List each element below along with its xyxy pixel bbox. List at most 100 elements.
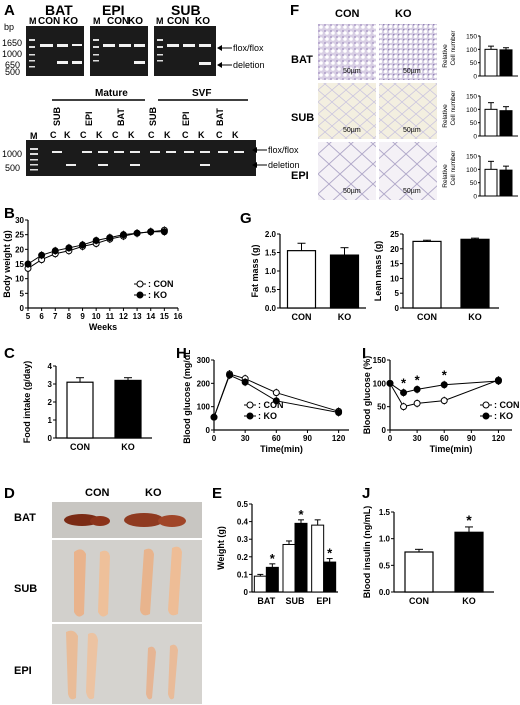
significance-star: * bbox=[401, 376, 407, 391]
panel-label-c: C bbox=[4, 345, 15, 362]
data-point bbox=[210, 413, 218, 421]
bar bbox=[282, 543, 296, 593]
chart-cell-number: 0 50 100 150 RelativeCell number bbox=[442, 90, 518, 141]
gel-lane-letter: K bbox=[64, 130, 71, 140]
bar bbox=[311, 524, 325, 593]
gel-lane-con: CON bbox=[38, 16, 61, 27]
gel-tissue-label: BAT bbox=[116, 108, 126, 126]
gel-tissue-label: BAT bbox=[215, 108, 225, 126]
x-tick-label: 6 bbox=[39, 312, 44, 321]
gel-lane-letter: K bbox=[128, 130, 135, 140]
y-axis-label: Blood glucose (mg/dL) bbox=[182, 350, 192, 444]
x-tick-label: KO bbox=[338, 312, 352, 322]
y-tick-label: 5 bbox=[395, 289, 400, 298]
gel-lane-con: CON bbox=[167, 16, 190, 27]
y-tick-label: 5 bbox=[20, 289, 25, 298]
scale-bar-label: 50µm bbox=[403, 188, 421, 195]
y-axis-label: Weight (g) bbox=[216, 526, 226, 570]
photo-row-bat: BAT bbox=[14, 512, 36, 524]
data-point bbox=[147, 228, 155, 236]
x-tick-label: CON bbox=[409, 596, 429, 606]
y-tick-label: 25 bbox=[15, 231, 24, 240]
legend-label: : CON bbox=[494, 400, 520, 410]
data-point bbox=[413, 399, 421, 407]
series-line bbox=[27, 229, 165, 269]
gel-lane-letter: C bbox=[216, 130, 223, 140]
panel-label-j: J bbox=[362, 485, 371, 502]
gel-lane-ko: KO bbox=[195, 16, 210, 27]
x-tick-label: EPI bbox=[316, 596, 331, 606]
y-tick-label: 50 bbox=[377, 403, 386, 412]
x-tick-label: CON bbox=[70, 442, 90, 452]
x-axis-label: Weeks bbox=[89, 322, 117, 332]
bar bbox=[460, 238, 490, 309]
band-label-deletion: deletion bbox=[233, 60, 265, 70]
bar bbox=[454, 531, 484, 593]
y-tick-label: 0.5 bbox=[379, 561, 391, 570]
x-tick-label: 12 bbox=[119, 312, 128, 321]
panel-label-h: H bbox=[176, 345, 187, 362]
x-tick-label: 30 bbox=[241, 434, 250, 443]
legend-label: : CON bbox=[148, 279, 174, 289]
y-tick-label: 150 bbox=[466, 94, 477, 101]
x-axis-label: Time(min) bbox=[260, 444, 303, 454]
y-tick-label: 150 bbox=[373, 356, 387, 365]
gel-group-lines bbox=[52, 99, 248, 101]
gel-lane-letter: C bbox=[148, 130, 155, 140]
significance-star: * bbox=[466, 512, 472, 528]
data-point bbox=[440, 381, 448, 389]
data-point bbox=[65, 244, 73, 252]
gel-tissue-label: EPI bbox=[84, 111, 94, 126]
x-tick-label: 14 bbox=[146, 312, 155, 321]
chart-cell-number: 0 50 100 150 RelativeCell number bbox=[442, 150, 518, 201]
chart-itt: 0 50 100 150 0 30 60 90 120 Time(min) Blood glucos… bbox=[362, 356, 520, 454]
y-tick-label: 0 bbox=[206, 426, 211, 435]
gel-tissue-bat: BAT bbox=[45, 2, 73, 18]
data-point bbox=[119, 231, 127, 239]
data-point bbox=[160, 228, 168, 236]
chart-cell-number: 0 50 100 150 RelativeCell number bbox=[442, 30, 518, 81]
bar bbox=[484, 108, 498, 137]
y-axis-label: Body weight (g) bbox=[2, 230, 12, 298]
data-point bbox=[133, 229, 141, 237]
data-point bbox=[386, 379, 394, 387]
y-tick-label: 0 bbox=[473, 134, 477, 141]
gel-tissue-label: EPI bbox=[181, 111, 191, 126]
panel-label-a: A bbox=[4, 2, 15, 19]
y-tick-label: 15 bbox=[390, 260, 399, 269]
y-tick-label: 0.3 bbox=[237, 535, 249, 544]
data-point bbox=[413, 385, 421, 393]
x-tick-label: KO bbox=[462, 596, 476, 606]
y-axis-label: RelativeCell number bbox=[442, 150, 457, 188]
bar bbox=[404, 551, 434, 593]
y-tick-label: 0 bbox=[48, 434, 53, 443]
gel-bp-tick: 1000 bbox=[2, 49, 23, 59]
x-tick-label: 90 bbox=[303, 434, 312, 443]
x-tick-label: 120 bbox=[492, 434, 506, 443]
legend-marker bbox=[482, 412, 490, 420]
bar bbox=[412, 240, 442, 309]
photo-row-sub: SUB bbox=[14, 583, 38, 595]
legend-label: : CON bbox=[258, 400, 284, 410]
y-tick-label: 2.0 bbox=[265, 230, 277, 239]
x-tick-label: 11 bbox=[106, 312, 115, 321]
y-tick-label: 1 bbox=[48, 416, 53, 425]
x-tick-label: 90 bbox=[467, 434, 476, 443]
y-tick-label: 0 bbox=[244, 588, 249, 597]
gel-tissue-label: SUB bbox=[52, 106, 62, 126]
legend-marker bbox=[136, 291, 144, 299]
panel-label-d: D bbox=[4, 485, 15, 502]
chart-blood-insulin: 0.0 0.5 1.0 1.5 Blood insulin (ng/mL) CON KO * bbox=[362, 506, 494, 606]
y-axis-label: Blood insulin (ng/mL) bbox=[362, 506, 372, 598]
bar bbox=[484, 48, 498, 77]
y-tick-label: 20 bbox=[15, 245, 24, 254]
y-axis-label-line: Cell number bbox=[450, 30, 457, 66]
band-label-flox: flox/flox bbox=[268, 145, 299, 155]
significance-star: * bbox=[298, 507, 304, 522]
y-tick-label: 0.2 bbox=[237, 553, 249, 562]
panel-label-b: B bbox=[4, 205, 15, 222]
legend-label: : KO bbox=[258, 411, 277, 421]
data-point bbox=[24, 260, 32, 268]
x-tick-label: SUB bbox=[285, 596, 305, 606]
